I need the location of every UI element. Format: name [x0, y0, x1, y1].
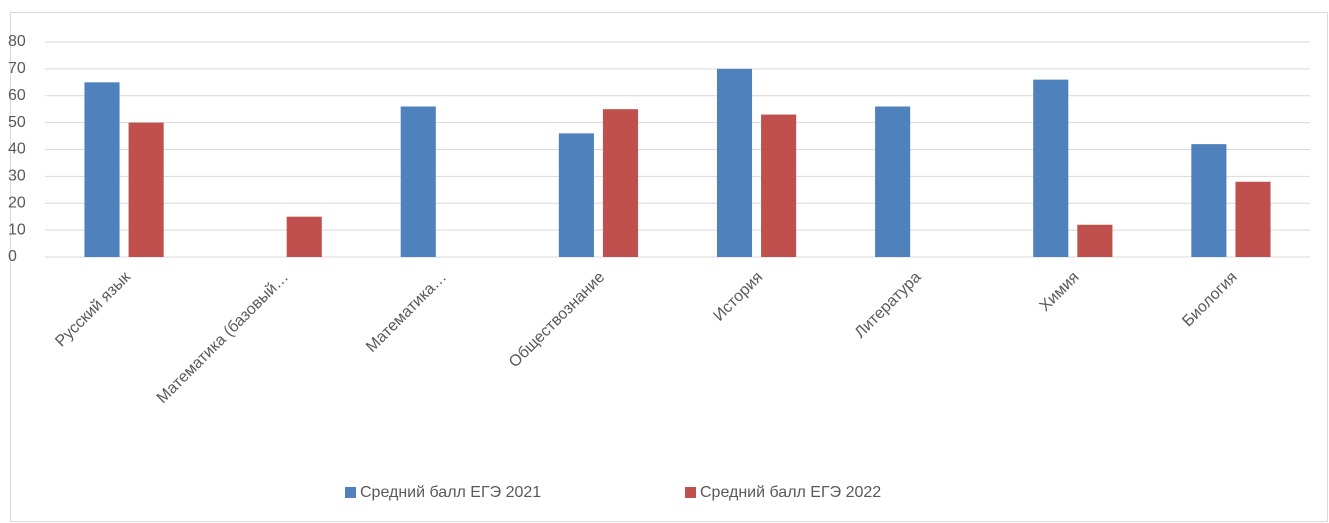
chart-frame: [10, 12, 1328, 522]
bar: [400, 106, 436, 257]
bar: [761, 114, 797, 257]
bar: [128, 122, 164, 257]
y-tick-label: 10: [8, 221, 26, 238]
bar: [716, 68, 753, 257]
y-tick-label: 50: [8, 114, 26, 131]
bar: [558, 133, 594, 257]
y-tick-label: 0: [8, 248, 17, 265]
bar: [602, 109, 639, 257]
bar: [1191, 144, 1227, 257]
legend-swatch: [685, 487, 696, 498]
bar: [875, 106, 911, 257]
legend-swatch: [345, 487, 356, 498]
y-tick-label: 80: [8, 33, 26, 50]
bar: [84, 82, 120, 257]
bar: [1077, 224, 1113, 257]
legend-label: Средний балл ЕГЭ 2021: [360, 484, 541, 501]
bar: [1235, 181, 1271, 257]
y-tick-label: 60: [8, 87, 26, 104]
y-tick-label: 70: [8, 60, 26, 77]
y-tick-label: 30: [8, 168, 26, 185]
y-tick-label: 20: [8, 194, 26, 211]
bar: [286, 216, 322, 257]
bar: [1033, 79, 1069, 257]
y-tick-label: 40: [8, 141, 26, 158]
legend-label: Средний балл ЕГЭ 2022: [700, 484, 881, 501]
